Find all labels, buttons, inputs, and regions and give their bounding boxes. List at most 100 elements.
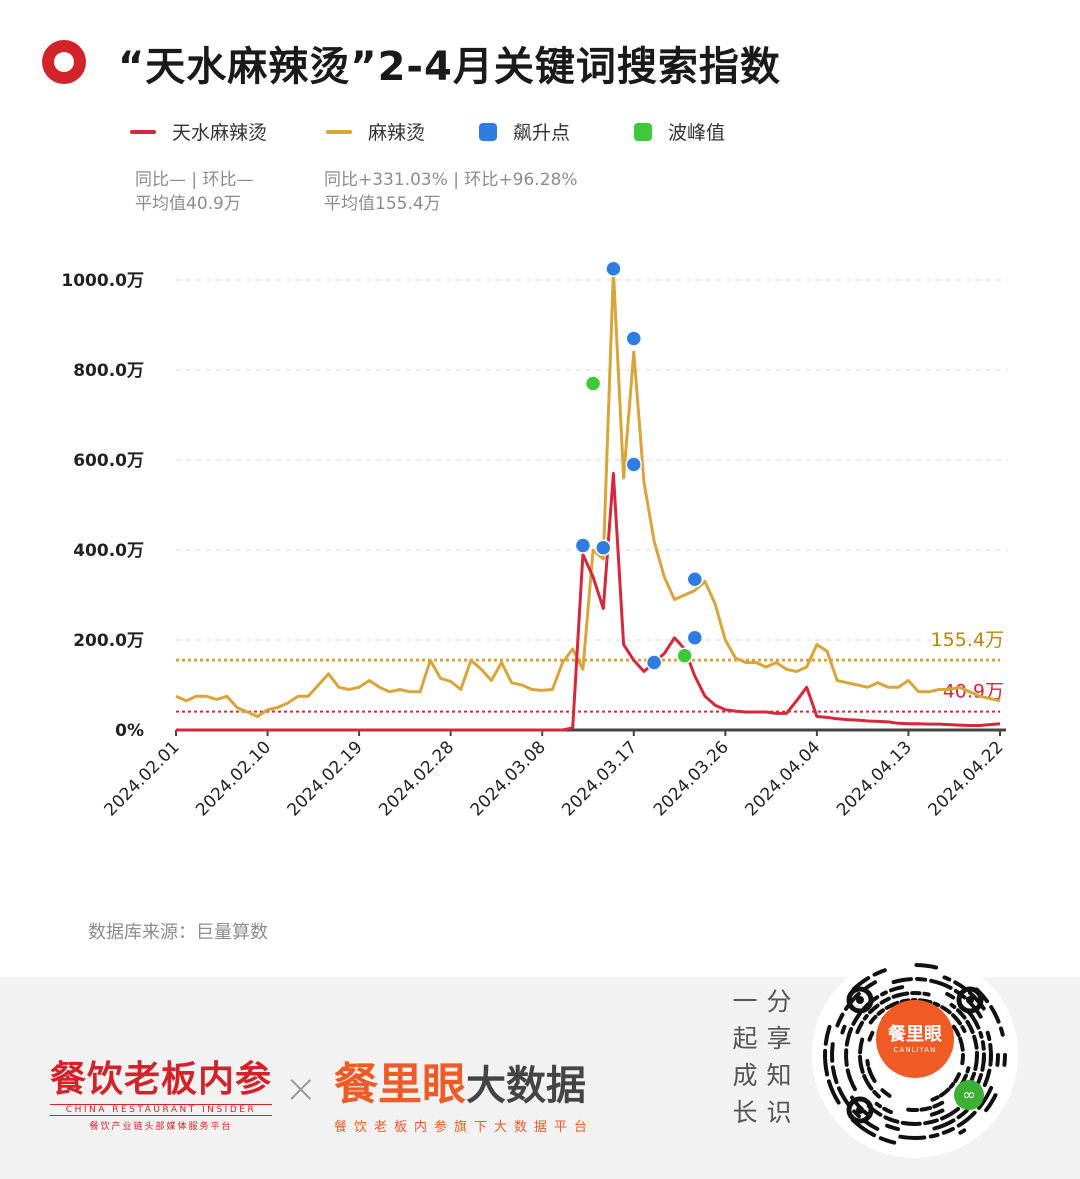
qr-arc [876,1008,885,1016]
qr-arc [941,1126,955,1135]
peak-marker [676,647,693,664]
surge-marker [686,629,704,646]
qr-arc [995,1053,1000,1067]
surge-marker [595,539,612,556]
qr-arc [999,1026,1005,1037]
qr-arc [977,1086,994,1110]
qr-finder [846,986,874,1014]
qr-finder-dot [966,996,974,1004]
chart-legend: 天水麻辣烫 麻辣烫 飙升点 波峰值 [0,118,1080,148]
qr-arc [949,1082,956,1089]
qr-arc [858,1037,865,1055]
qr-finder [846,1096,874,1124]
qr-arc [865,1059,870,1067]
qr-arc [840,1024,847,1035]
x-tick-label: 2024.02.10 [192,737,275,820]
qr-arc [932,1118,956,1131]
legend-label-series1: 天水麻辣烫 [172,122,268,144]
x-tick-label: 2024.02.19 [284,737,367,820]
qr-arc [951,1024,961,1037]
qr-arc [880,990,888,997]
collab-cross-icon: × [284,1066,318,1112]
legend-dot-green [634,122,652,141]
brand-canyin-neican: 餐饮老板内参 CHINA RESTAURANT INSIDER 餐饮产业链头部媒… [50,1050,273,1132]
legend-line-swatch-red [130,129,156,134]
brand2-suffix: 大数据 [466,1063,586,1109]
y-tick-label: 400.0万 [73,541,144,561]
qr-arc [982,1068,992,1087]
qr-arc [830,1042,835,1063]
qr-arc [852,1109,861,1119]
legend-label-peak: 波峰值 [668,122,726,144]
qr-arc [956,1008,967,1020]
qr-arc [830,1065,839,1085]
qr-arc [985,1030,992,1041]
qr-arc [845,1068,857,1092]
qr-arc [965,1019,975,1034]
surge-marker [645,654,663,671]
qr-arc [958,1036,965,1052]
qr-finder-dot [856,996,864,1004]
line-chart: 0% 200.0万 400.0万 600.0万 800.0万 1000.0万 2024.02… [61,260,1008,820]
page-title: “天水麻辣烫”2-4月关键词搜索指数 [118,44,781,90]
qr-arc [960,1053,966,1066]
surge-marker [686,571,704,588]
qr-arc [862,1109,870,1117]
qr-arc [851,1011,862,1026]
y-tick-label: 200.0万 [73,631,144,651]
legend-item-surge: 飙升点 [479,118,570,145]
legend-line-swatch-gold [326,129,352,134]
qr-arc [882,1106,893,1115]
qr-arc [932,1001,941,1008]
qr-arc [879,996,891,1005]
series1-stats: 同比— | 环比— 平均值40.9万 [135,168,254,216]
qr-arc [932,1100,945,1109]
qr-pattern-icon [823,963,1007,1145]
qr-finder [956,986,984,1014]
qr-arc [980,1040,986,1051]
series1-ratio: 同比— | 环比— [135,170,254,190]
x-tick-label: 2024.03.26 [650,737,733,820]
qr-arc [953,1072,961,1083]
qr-arc [835,1012,845,1028]
qr-arc [866,1066,877,1083]
x-tick-label: 2024.04.22 [925,737,1008,820]
qr-arc [915,977,928,982]
qr-arc [930,1095,940,1102]
qr-arc [823,1024,832,1046]
brand1-name: 餐饮老板内参 [50,1058,273,1100]
qr-arc [855,1020,865,1035]
qr-arc [889,985,905,993]
x-tick-label: 2024.04.04 [741,737,824,820]
qr-arc [885,1123,900,1132]
qr-arc [872,1090,881,1099]
qr-arc [826,1079,841,1105]
y-tick-label: 1000.0万 [61,271,144,291]
qr-arc [868,1014,878,1025]
legend-item-series1: 天水麻辣烫 [130,118,267,145]
qr-arc [844,1048,849,1067]
wechat-miniprogram-icon: ∞ [954,1080,984,1110]
qr-arc [922,991,931,997]
qr-arc [958,1128,967,1135]
qr-arc [862,1014,869,1021]
qr-arc [923,1118,939,1126]
slogan-col2: 分享知识 [766,987,792,1127]
x-tick-label: 2024.03.17 [558,737,641,820]
y-tick-label: 800.0万 [73,361,144,381]
y-tick-label: 600.0万 [73,451,144,471]
x-tick-label: 2024.02.01 [101,737,184,820]
qr-arc [872,968,887,977]
qr-arc [874,1101,882,1109]
legend-dot-blue [479,122,497,141]
series-line-tianshui-mala-tang [176,472,1001,732]
qr-arc [898,1134,927,1140]
qr-arc [900,1120,922,1126]
y-tick-label: 0% [115,721,144,741]
series-line-mala-tang [175,269,1001,718]
qr-arc [989,1005,1001,1024]
qr-arc [951,1013,962,1026]
qr-arc [940,1106,961,1121]
qr-arc [984,1093,998,1113]
qr-arc [858,1054,865,1074]
